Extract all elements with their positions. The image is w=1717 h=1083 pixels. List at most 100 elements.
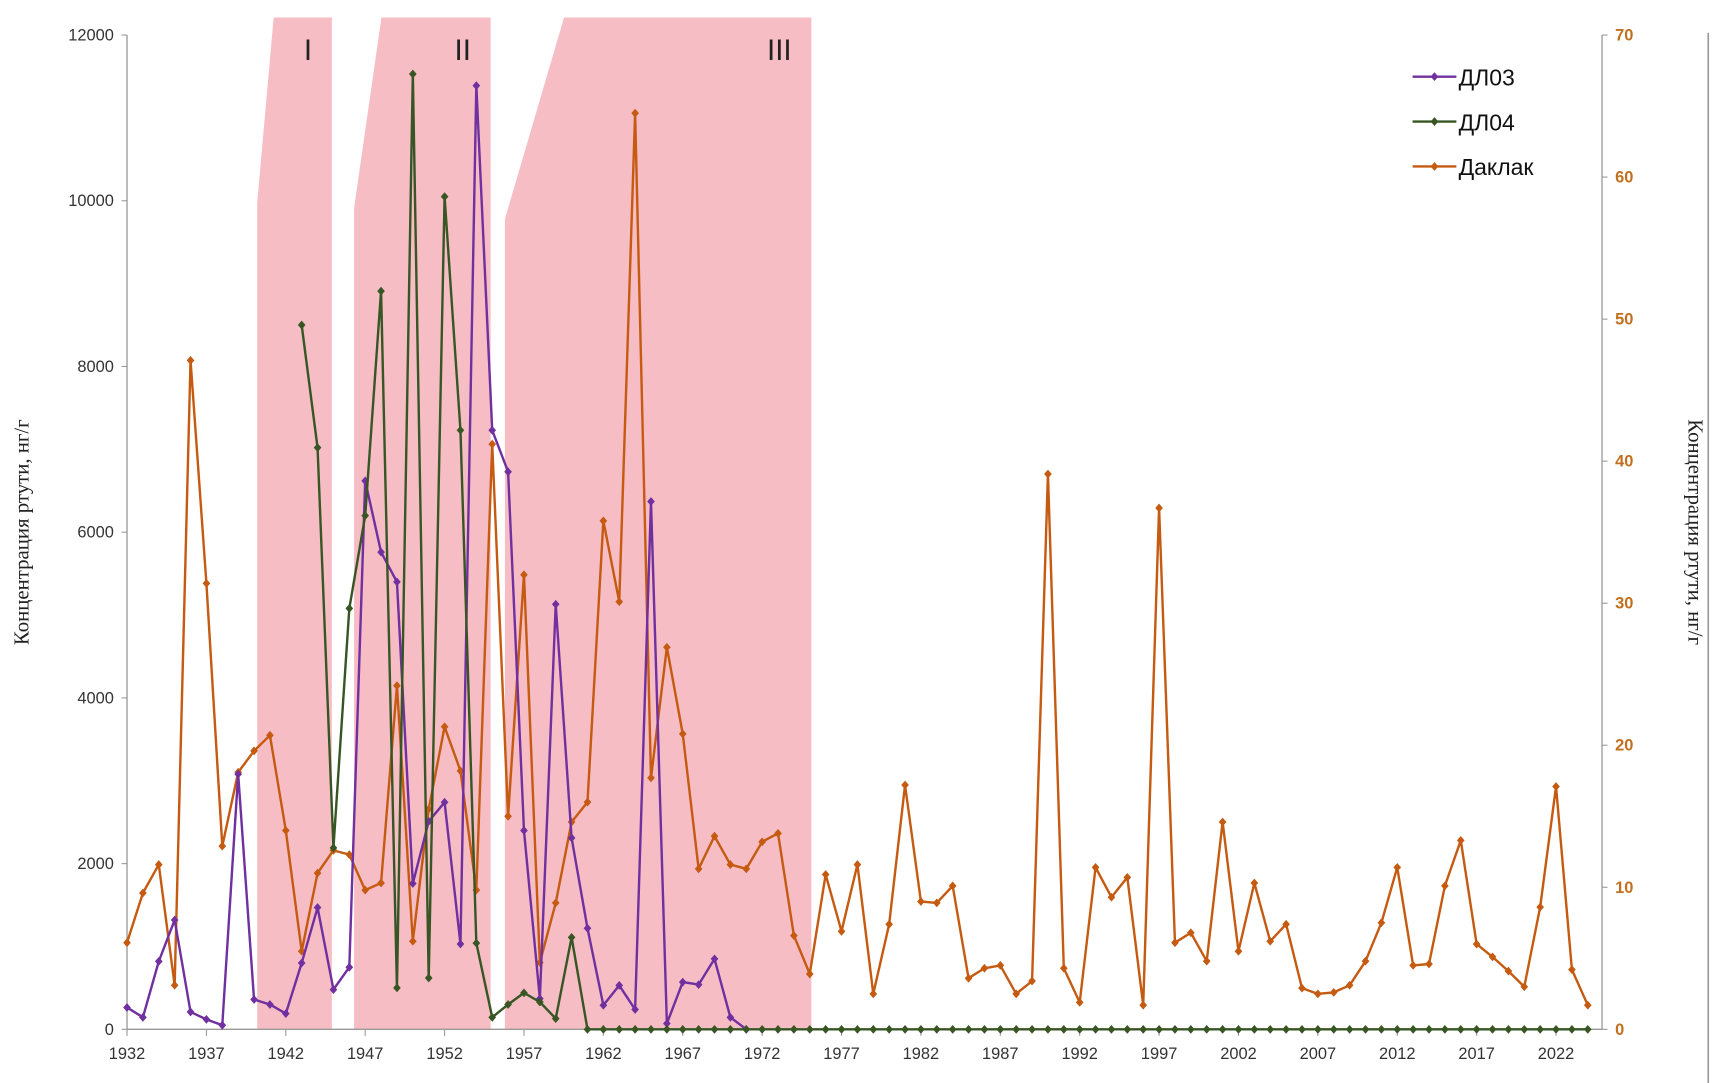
data-point-marker (313, 443, 322, 453)
data-point-marker (440, 797, 449, 807)
legend-marker (1430, 117, 1439, 126)
data-point-marker (964, 973, 973, 983)
data-point-marker (1536, 902, 1544, 912)
data-point-marker (917, 1024, 925, 1034)
data-point-marker (266, 1000, 274, 1009)
data-point-marker (424, 973, 433, 983)
data-point-marker (932, 898, 941, 908)
data-point-marker (1441, 1024, 1449, 1034)
data-point-marker (790, 931, 798, 940)
data-point-marker (885, 1024, 893, 1034)
data-point-marker (821, 1024, 830, 1034)
data-point-marker (202, 1015, 211, 1024)
data-point-marker (996, 961, 1005, 970)
data-point-marker (1266, 1024, 1275, 1034)
data-point-marker (218, 1020, 227, 1030)
data-point-marker (980, 1024, 989, 1034)
data-point-marker (1456, 836, 1465, 845)
data-point-marker (1044, 1024, 1052, 1034)
data-point-marker (948, 1024, 957, 1034)
data-point-marker (1361, 1024, 1370, 1034)
y-left-tick-label: 2000 (77, 855, 113, 873)
y-right-tick-label: 60 (1615, 169, 1633, 187)
series-line-2 (125, 111, 1589, 1007)
data-point-marker (742, 1024, 751, 1034)
data-point-marker (1250, 878, 1259, 888)
x-tick-label: 1942 (268, 1045, 305, 1063)
data-point-marker (1504, 966, 1513, 976)
data-point-marker (1028, 1024, 1036, 1034)
data-point-marker (1298, 983, 1306, 993)
x-tick-label: 1972 (744, 1045, 781, 1063)
data-point-marker (1568, 965, 1576, 975)
data-point-marker (1552, 782, 1560, 791)
data-point-marker (1107, 1024, 1116, 1034)
data-point-marker (1488, 1024, 1497, 1034)
y-right-tick-label: 40 (1615, 453, 1633, 471)
legend-label: Даклак (1459, 154, 1535, 180)
data-point-marker (821, 870, 830, 879)
data-point-marker (408, 69, 417, 79)
x-tick-label: 2002 (1220, 1045, 1257, 1063)
data-point-marker (1393, 863, 1402, 872)
data-point-marker (551, 599, 560, 609)
data-point-marker (1504, 1024, 1513, 1034)
data-point-marker (1028, 976, 1036, 986)
data-point-marker (964, 1024, 973, 1034)
period-bands: I II III (257, 17, 812, 1030)
data-point-marker (202, 578, 211, 588)
data-point-marker (1075, 1024, 1084, 1034)
data-point-marker (901, 780, 909, 790)
data-point-marker (742, 864, 751, 874)
data-point-marker (647, 1024, 655, 1034)
data-point-marker (1583, 1024, 1592, 1034)
data-point-marker (250, 995, 258, 1004)
y-left-tick-label: 4000 (77, 689, 113, 707)
data-point-marker (917, 897, 925, 906)
x-tick-label: 1967 (664, 1045, 701, 1063)
data-point-marker (726, 1024, 735, 1034)
data-point-marker (694, 980, 703, 989)
data-point-marker (520, 570, 528, 580)
data-point-marker (1536, 1024, 1544, 1034)
data-point-marker (583, 923, 592, 933)
data-point-marker (758, 1024, 766, 1034)
data-point-marker (1123, 872, 1132, 882)
x-tick-label: 1997 (1141, 1045, 1178, 1063)
series-line-0 (126, 84, 747, 1031)
data-point-marker (583, 1024, 592, 1034)
data-point-marker (139, 1012, 147, 1022)
data-point-marker (329, 985, 338, 994)
data-point-marker (1123, 1024, 1132, 1034)
x-tick-label: 2007 (1300, 1045, 1336, 1063)
data-point-marker (1218, 1024, 1227, 1034)
x-tick-label: 2012 (1379, 1045, 1416, 1063)
y-left-tick-label: 0 (105, 1021, 114, 1039)
data-point-marker (1059, 1024, 1068, 1034)
data-point-marker (678, 729, 687, 739)
data-point-marker (329, 843, 338, 853)
data-point-marker (1425, 1024, 1433, 1034)
data-point-marker (520, 826, 528, 835)
data-point-marker (377, 547, 385, 557)
data-point-marker (615, 1024, 624, 1034)
data-point-marker (1393, 1024, 1402, 1034)
data-point-marker (139, 888, 147, 898)
data-point-marker (440, 722, 449, 732)
data-point-marker (313, 903, 322, 912)
data-point-marker (1218, 817, 1227, 827)
data-point-marker (805, 969, 814, 979)
data-point-marker (1234, 1024, 1243, 1034)
data-point-marker (1345, 1024, 1354, 1034)
data-point-marker (361, 885, 370, 895)
data-point-marker (1409, 1024, 1417, 1034)
data-point-marker (837, 1024, 846, 1034)
y-axis-right-label: Концентрация ртути, нг/г (1684, 419, 1707, 645)
data-point-marker (1377, 1024, 1386, 1034)
y-right-tick-label: 20 (1615, 737, 1633, 755)
data-point-marker (1155, 1024, 1163, 1034)
data-point-marker (154, 957, 163, 966)
data-point-marker (710, 831, 719, 841)
period-band-III (504, 17, 812, 1030)
x-tick-label: 1952 (426, 1045, 463, 1063)
